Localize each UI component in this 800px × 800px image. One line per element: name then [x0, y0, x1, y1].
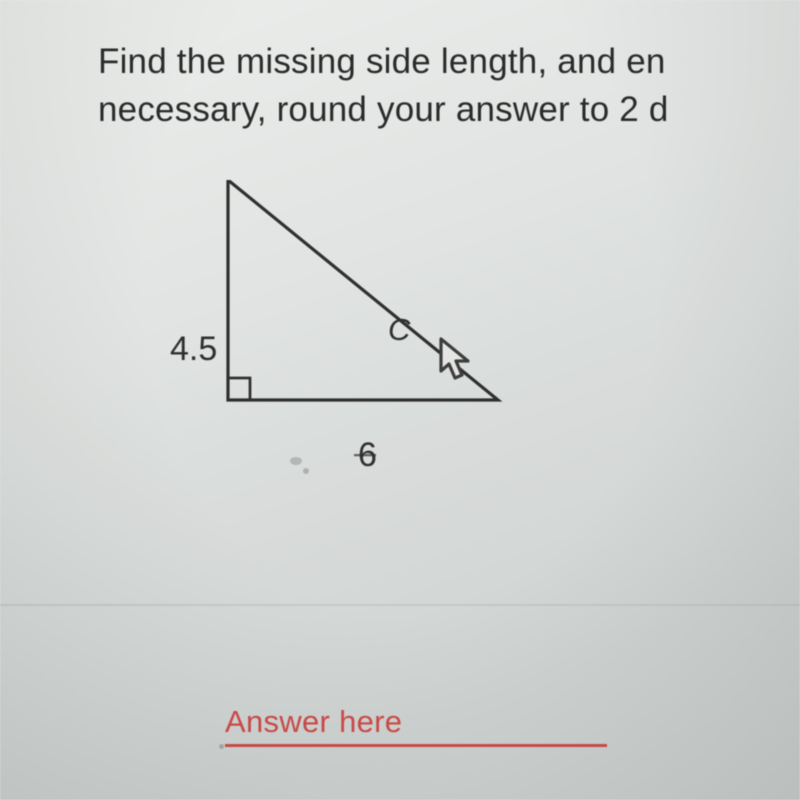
smudge-dot	[219, 744, 224, 749]
answer-placeholder: Answer here	[225, 704, 607, 746]
cursor-arrow-shape	[441, 339, 468, 378]
side-label-hypotenuse: C	[388, 312, 411, 347]
side-label-left: 4.5	[170, 330, 217, 368]
quiz-question-screen: Find the missing side length, and en nec…	[0, 0, 800, 800]
answer-underline	[225, 744, 607, 747]
right-angle-marker	[228, 378, 250, 400]
mouse-cursor-icon	[435, 335, 479, 385]
smudge-dot	[303, 468, 309, 474]
question-line-2: necessary, round your answer to 2 d	[98, 90, 669, 129]
question-text: Find the missing side length, and en nec…	[0, 38, 800, 135]
section-divider	[0, 604, 800, 606]
question-line-1: Find the missing side length, and en	[98, 42, 666, 81]
answer-input[interactable]: Answer here	[225, 704, 607, 747]
smudge-dot	[290, 457, 302, 465]
